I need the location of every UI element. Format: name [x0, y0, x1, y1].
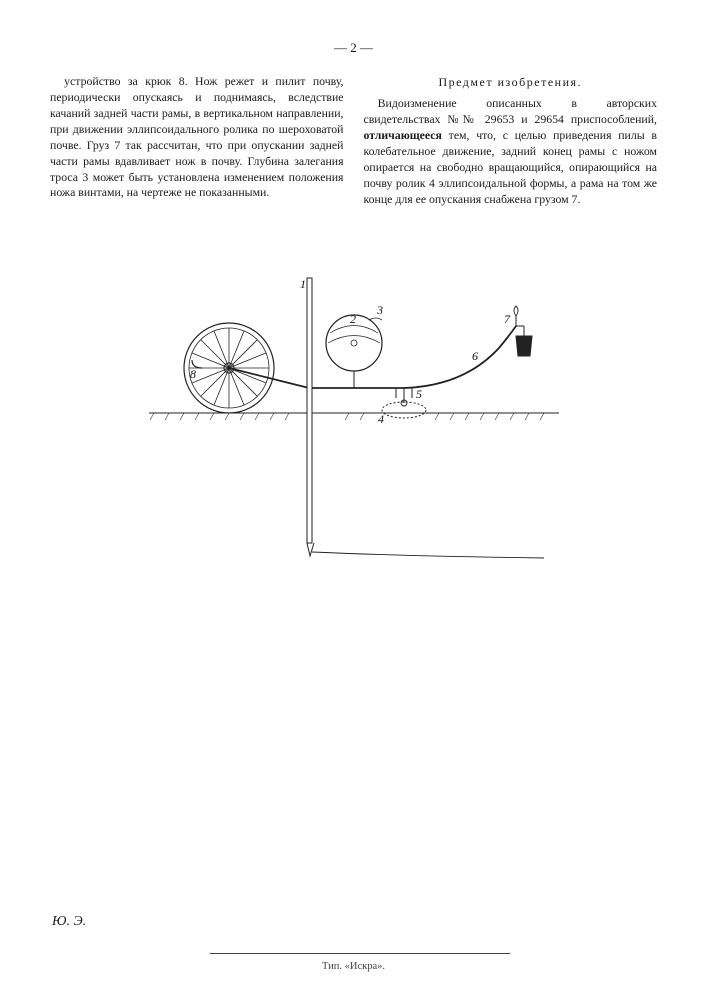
- left-paragraph: устройство за крюк 8. Нож режет и пилит …: [50, 74, 344, 201]
- right-column: Предмет изобретения. Видоизменение описа…: [364, 74, 658, 208]
- footer-text: Тип. «Искра».: [0, 961, 707, 972]
- figure-label-7: 7: [504, 312, 511, 326]
- figure-label-6: 6: [472, 349, 478, 363]
- claim-text-before: Видоизменение описанных в авторских свид…: [364, 96, 658, 126]
- signature: Ю. Э.: [52, 914, 86, 930]
- claim-bold-word: отличающееся: [364, 128, 442, 142]
- weight-icon: [514, 306, 532, 356]
- right-paragraph: Видоизменение описанных в авторских свид…: [364, 96, 658, 207]
- figure-label-4: 4: [378, 412, 384, 426]
- page-number: — 2 —: [50, 40, 657, 56]
- figure-label-2: 2: [350, 312, 356, 326]
- figure-label-5: 5: [416, 387, 422, 401]
- patent-figure: 1 2 3 4 5 6 7 8: [144, 238, 564, 578]
- claim-heading: Предмет изобретения.: [364, 74, 658, 90]
- left-column: устройство за крюк 8. Нож режет и пилит …: [50, 74, 344, 208]
- figure-label-3: 3: [376, 303, 383, 317]
- footer-divider: [210, 953, 510, 954]
- page-container: — 2 — устройство за крюк 8. Нож режет и …: [0, 0, 707, 1000]
- figure-label-1: 1: [300, 277, 306, 291]
- text-columns: устройство за крюк 8. Нож режет и пилит …: [50, 74, 657, 208]
- figure-container: 1 2 3 4 5 6 7 8: [50, 238, 657, 578]
- figure-label-8: 8: [190, 367, 196, 381]
